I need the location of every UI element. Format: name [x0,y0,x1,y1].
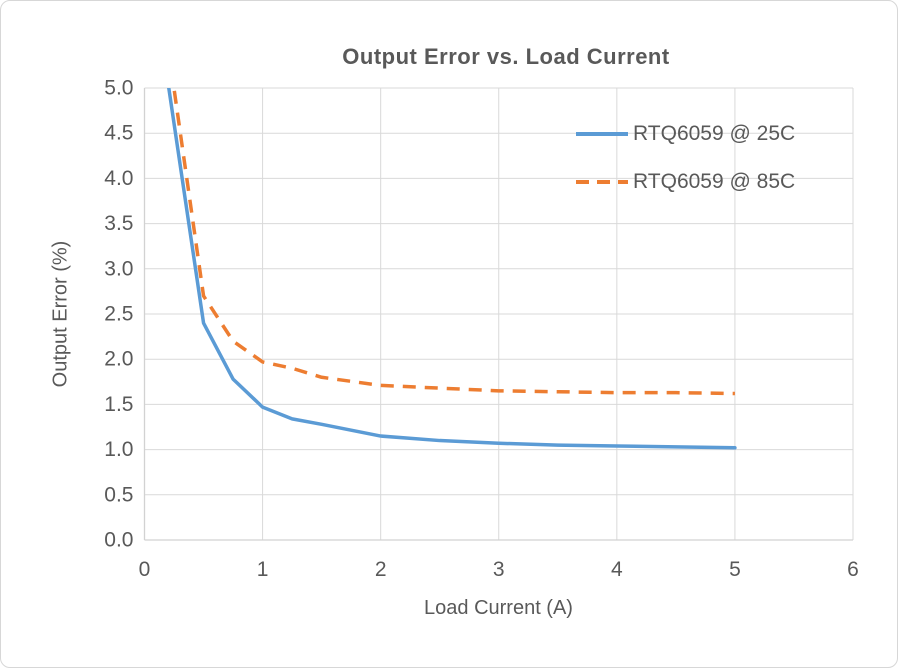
solid-line-icon [576,132,628,136]
legend-item-25c: RTQ6059 @ 25C [576,116,795,152]
chart-title: Output Error vs. Load Current [342,44,670,69]
x-tick-label: 2 [375,558,387,581]
x-tick-label: 0 [139,558,151,581]
y-tick-label: 1.0 [104,438,133,461]
y-tick-label: 3.0 [104,257,133,280]
x-tick-label: 3 [493,558,505,581]
x-tick-label: 6 [847,558,859,581]
legend-item-85c: RTQ6059 @ 85C [576,164,795,200]
legend-label-85c: RTQ6059 @ 85C [633,170,796,193]
dashed-line-icon [576,180,628,184]
x-tick-label: 5 [729,558,741,581]
legend: RTQ6059 @ 25C RTQ6059 @ 85C [576,116,795,200]
y-tick-label: 2.5 [104,303,133,326]
series-line-0 [167,88,737,450]
legend-label-25c: RTQ6059 @ 25C [633,122,796,145]
y-tick-label: 1.5 [104,393,133,416]
y-tick-label: 0.5 [104,483,133,506]
x-axis-title: Load Current (A) [424,597,573,619]
y-tick-label: 4.0 [104,167,133,190]
series-line-1 [172,88,735,396]
x-tick-label: 4 [611,558,623,581]
y-tick-label: 5.0 [104,77,133,100]
y-tick-label: 0.0 [104,529,133,552]
x-tick-label: 1 [257,558,269,581]
y-tick-label: 4.5 [104,122,133,145]
y-tick-label: 3.5 [104,212,133,235]
y-axis-title: Output Error (%) [49,240,72,388]
y-tick-label: 2.0 [104,348,133,371]
